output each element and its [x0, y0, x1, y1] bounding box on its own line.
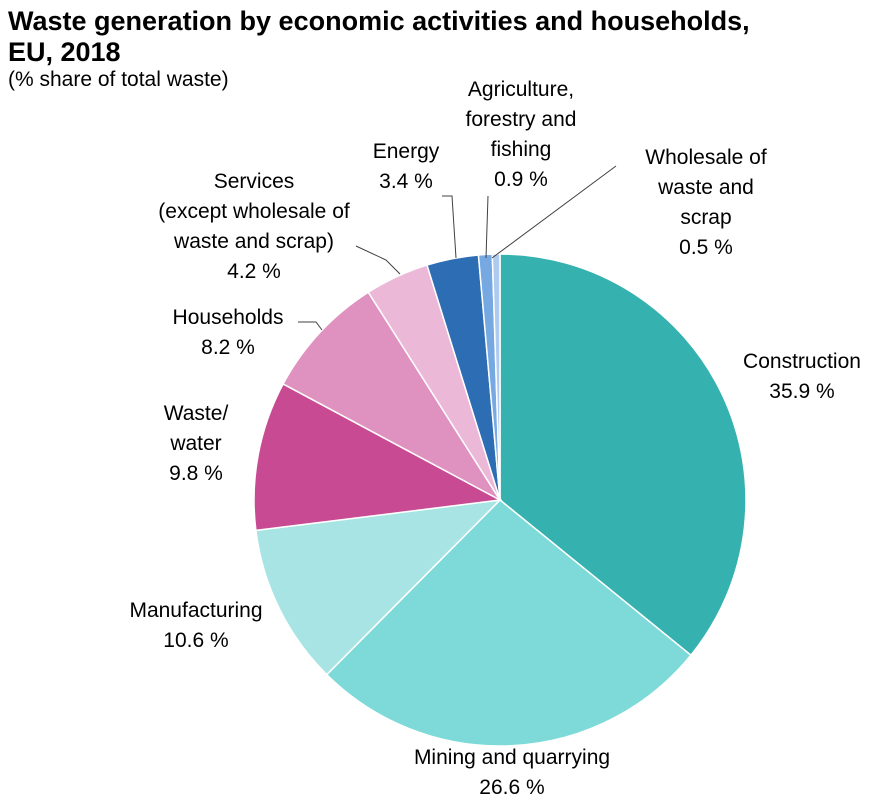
leader-line-9 — [491, 165, 617, 259]
slice-name-line: Households — [173, 306, 284, 329]
slice-label-7: Energy 3.4 % — [373, 140, 440, 193]
slice-label-5: Households 8.2 % — [173, 306, 284, 359]
leader-lines — [298, 165, 617, 331]
pie-slice-2 — [325, 498, 692, 747]
pie-slice-9 — [491, 253, 501, 501]
slice-name-line: Waste/ — [164, 402, 229, 425]
slice-name-line: Energy — [373, 140, 440, 163]
leader-line-6 — [355, 245, 401, 275]
slice-value-label: 35.9 % — [769, 380, 834, 403]
pie-slice-5 — [282, 291, 503, 503]
slice-name-line: scrap — [680, 206, 731, 229]
slice-value-label: 3.4 % — [379, 170, 433, 193]
slice-name-line: Wholesale of — [645, 146, 767, 169]
slice-value-label: 8.2 % — [201, 336, 255, 359]
slice-label-9: Wholesale of waste and scrap 0.5 % — [645, 146, 767, 259]
pie-slices — [253, 253, 747, 747]
slice-name-line: Services — [214, 170, 295, 193]
slice-name-line: waste and — [657, 176, 754, 199]
slice-label-6: Services (except wholesale of waste and sc… — [158, 170, 350, 283]
slice-label-1: Construction 35.9 % — [743, 350, 861, 403]
slice-name-line: Manufacturing — [129, 599, 262, 622]
slice-value-label: 10.6 % — [163, 629, 228, 652]
slice-label-4: Waste/water 9.8 % — [164, 402, 229, 485]
slice-name-line: forestry and — [466, 108, 577, 131]
chart-subtitle: (% share of total waste) — [8, 68, 229, 91]
pie-slice-4 — [253, 382, 503, 532]
slice-label-3: Manufacturing 10.6 % — [129, 599, 262, 652]
slice-name-line: Agriculture, — [468, 78, 574, 101]
pie-slice-3 — [255, 498, 503, 676]
slice-name-line: (except wholesale of — [158, 200, 350, 223]
leader-line-5 — [298, 321, 323, 331]
slice-value-label: 26.6 % — [479, 776, 544, 798]
leader-line-7 — [442, 195, 457, 259]
slice-value-label: 9.8 % — [169, 462, 223, 485]
slice-value-label: 0.5 % — [679, 236, 733, 259]
slice-label-8: Agriculture, forestry and fishing 0.9 % — [466, 78, 577, 191]
slice-labels: Construction 35.9 % Mining and quarrying 26… — [129, 78, 860, 798]
leader-line-8 — [485, 195, 489, 259]
slice-name-line: Construction — [743, 350, 861, 373]
chart-title: Waste generation by economic activities … — [8, 6, 750, 67]
slice-label-2: Mining and quarrying 26.6 % — [414, 746, 610, 798]
slice-value-label: 4.2 % — [227, 260, 281, 283]
slice-name-line: water — [169, 432, 221, 455]
slice-name-line: Mining and quarrying — [414, 746, 610, 769]
slice-name-line: waste and scrap) — [173, 230, 334, 253]
slice-value-label: 0.9 % — [494, 168, 548, 191]
pie-slice-1 — [499, 253, 747, 657]
slice-name-line: fishing — [491, 138, 552, 161]
